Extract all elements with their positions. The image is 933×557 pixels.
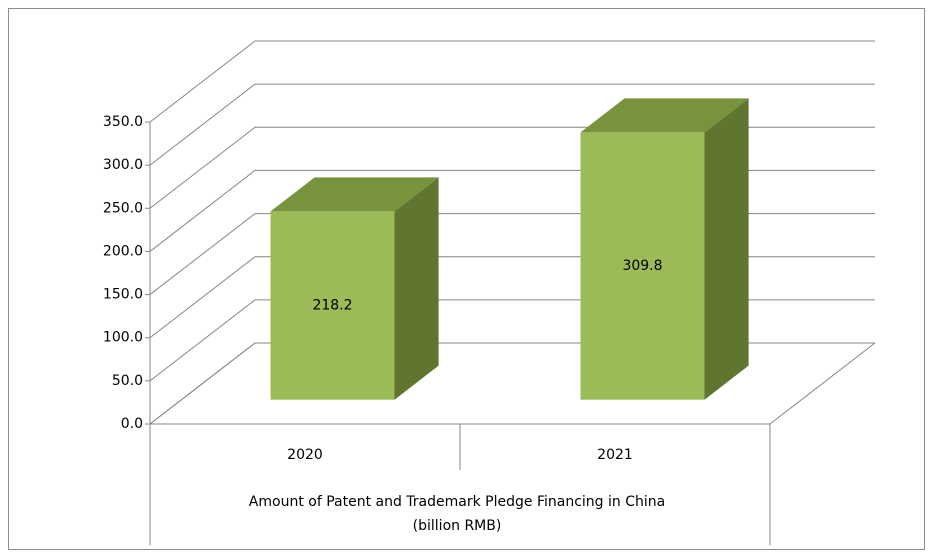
bar-top [270, 177, 439, 212]
y-tick-label: 200.0 [103, 243, 143, 259]
data-label: 309.8 [622, 258, 662, 274]
x-axis-title: (billion RMB) [413, 518, 502, 534]
y-tick-label: 150.0 [103, 287, 143, 303]
bar [270, 211, 395, 400]
bar-side [394, 177, 439, 400]
y-tick-label: 350.0 [103, 114, 143, 130]
bar-side [704, 98, 749, 400]
bar [580, 132, 705, 400]
grid-line [149, 40, 875, 123]
x-tick-label: 2020 [287, 447, 323, 463]
y-tick-label: 300.0 [103, 157, 143, 173]
y-tick-label: 0.0 [121, 416, 143, 432]
y-tick-label: 50.0 [112, 373, 143, 389]
grid-line [149, 83, 875, 166]
y-tick-label: 100.0 [103, 330, 143, 346]
bar-top [580, 98, 749, 133]
y-tick-label: 250.0 [103, 200, 143, 216]
chart-border [8, 8, 925, 550]
x-tick-label: 2021 [597, 447, 633, 463]
x-axis-title: Amount of Patent and Trademark Pledge Fi… [249, 494, 665, 510]
data-label: 218.2 [312, 298, 352, 314]
